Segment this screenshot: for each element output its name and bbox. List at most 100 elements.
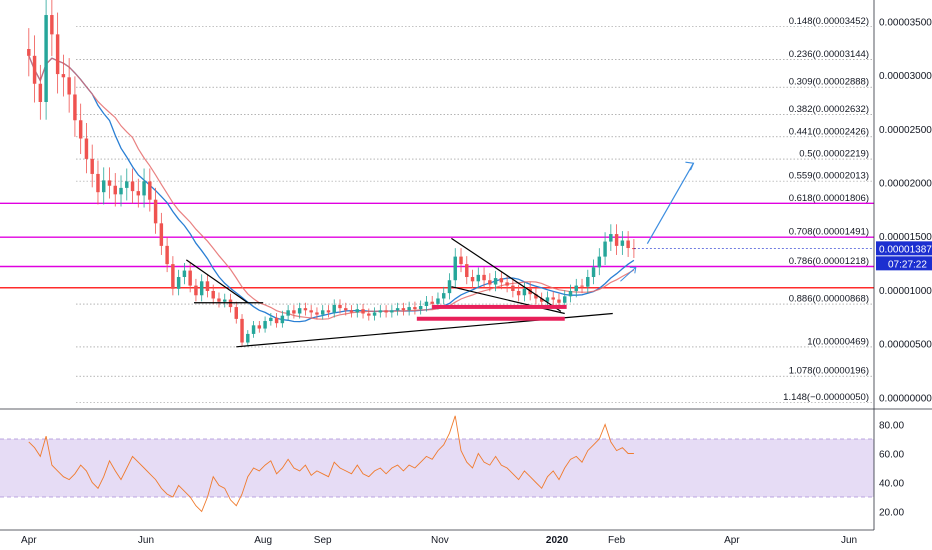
horizontal-levels — [0, 202, 874, 289]
time-tick-label: Nov — [431, 535, 449, 546]
small-arrow-head — [629, 266, 637, 274]
candle-body — [38, 83, 43, 102]
rsi-pane: 80.00 60.00 40.00 20.00 — [0, 415, 904, 519]
fib-label: 0.786(0.00001218) — [789, 256, 869, 267]
candle-body — [482, 274, 486, 281]
candle-body — [199, 281, 204, 296]
candle-body — [418, 306, 423, 310]
candle-body — [119, 187, 123, 195]
candle-body — [465, 264, 469, 278]
candle-body — [430, 301, 434, 304]
time-tick-label: Aug — [254, 535, 272, 546]
candle-body — [361, 309, 365, 314]
candle-body — [499, 278, 504, 283]
candle-body — [55, 34, 60, 75]
candle-body — [470, 277, 475, 282]
rsi-tick-label: 80.00 — [879, 421, 904, 432]
forecast-arrow — [646, 162, 694, 245]
candle-body — [614, 234, 619, 246]
price-tick-label: 0.00002500 — [879, 125, 932, 136]
fib-label: 0.618(0.00001806) — [789, 193, 869, 204]
candle-body — [303, 308, 308, 311]
candle-body — [165, 245, 169, 265]
candle-body — [101, 180, 106, 193]
rsi-tick-label: 40.00 — [879, 479, 904, 490]
candle-body — [194, 285, 198, 296]
candle-body — [372, 312, 377, 316]
fib-label: 0.382(0.00002632) — [789, 104, 869, 115]
candle-body — [591, 267, 596, 278]
candle-body — [609, 234, 613, 242]
price-tick-label: 0.00000000 — [879, 393, 932, 404]
candle-body — [142, 181, 146, 196]
candle-body — [50, 15, 54, 35]
candle-body — [96, 173, 100, 193]
candle-body — [586, 277, 590, 287]
candle-body — [597, 256, 602, 268]
time-tick-label: 2020 — [546, 535, 569, 546]
rsi-band — [0, 439, 874, 497]
candle-body — [332, 304, 336, 313]
candle-body — [407, 307, 411, 311]
candle-body — [493, 278, 498, 285]
candle-body — [274, 317, 279, 324]
candle-body — [292, 310, 296, 314]
candle-body — [413, 307, 417, 310]
candle-body — [539, 298, 544, 302]
candle-body — [61, 74, 66, 78]
price-axis: 0.00003500 0.00003000 0.00002500 0.00002000… — [0, 0, 932, 531]
candle-body — [516, 290, 521, 296]
candle-body — [159, 223, 164, 246]
candle-body — [603, 241, 607, 257]
candle-body — [574, 285, 578, 291]
candle-body — [551, 297, 555, 300]
trendline-wedge-lower — [451, 286, 565, 315]
candle-body — [107, 180, 112, 186]
trendline-pennant-upper — [185, 259, 249, 304]
candle-body — [390, 310, 394, 313]
candle-body — [453, 256, 457, 281]
candle-body — [78, 120, 83, 139]
countdown-badge — [876, 256, 932, 271]
candle-body — [257, 325, 262, 329]
fib-label: 1.148(−0.00000050) — [783, 392, 869, 403]
current-price-text: 0.00001387 — [879, 244, 932, 255]
candle-body — [217, 298, 221, 302]
fib-label: 1.078(0.00000196) — [789, 366, 869, 377]
candle-body — [130, 181, 135, 192]
moving-average-slow — [28, 55, 635, 320]
trendline-wedge-upper — [451, 237, 562, 312]
candle-body — [568, 290, 573, 297]
candle-body — [505, 282, 509, 286]
candle-body — [297, 308, 302, 314]
fib-label: 0.309(0.00002888) — [789, 77, 869, 88]
price-tick-label: 0.00001000 — [879, 286, 932, 297]
candle-body — [223, 299, 227, 302]
red-zone-upper — [432, 304, 567, 309]
candle-body — [511, 285, 515, 291]
candle-body — [44, 15, 48, 103]
candle-body — [171, 264, 175, 289]
candle-body — [188, 270, 192, 286]
candle-body — [315, 312, 319, 315]
candle-body — [476, 274, 481, 282]
moving-averages — [28, 55, 635, 323]
candle-body — [246, 333, 250, 343]
time-tick-label: Apr — [21, 535, 37, 546]
price-tick-label: 0.00000500 — [879, 340, 932, 351]
fib-label: 1(0.00000469) — [807, 336, 869, 347]
candle-body — [136, 191, 141, 196]
candle-body — [84, 138, 89, 159]
rsi-tick-label: 20.00 — [879, 508, 904, 519]
candle-body — [563, 296, 567, 303]
candle-body — [234, 307, 238, 319]
candle-body — [436, 298, 440, 304]
candle-body — [32, 55, 37, 84]
candle-body — [27, 49, 31, 56]
candle-body — [424, 301, 429, 306]
price-tick-label: 0.00003000 — [879, 71, 932, 82]
candle-body — [182, 270, 187, 278]
candle-body — [125, 181, 129, 188]
fib-label: 0.708(0.00001491) — [789, 227, 869, 238]
